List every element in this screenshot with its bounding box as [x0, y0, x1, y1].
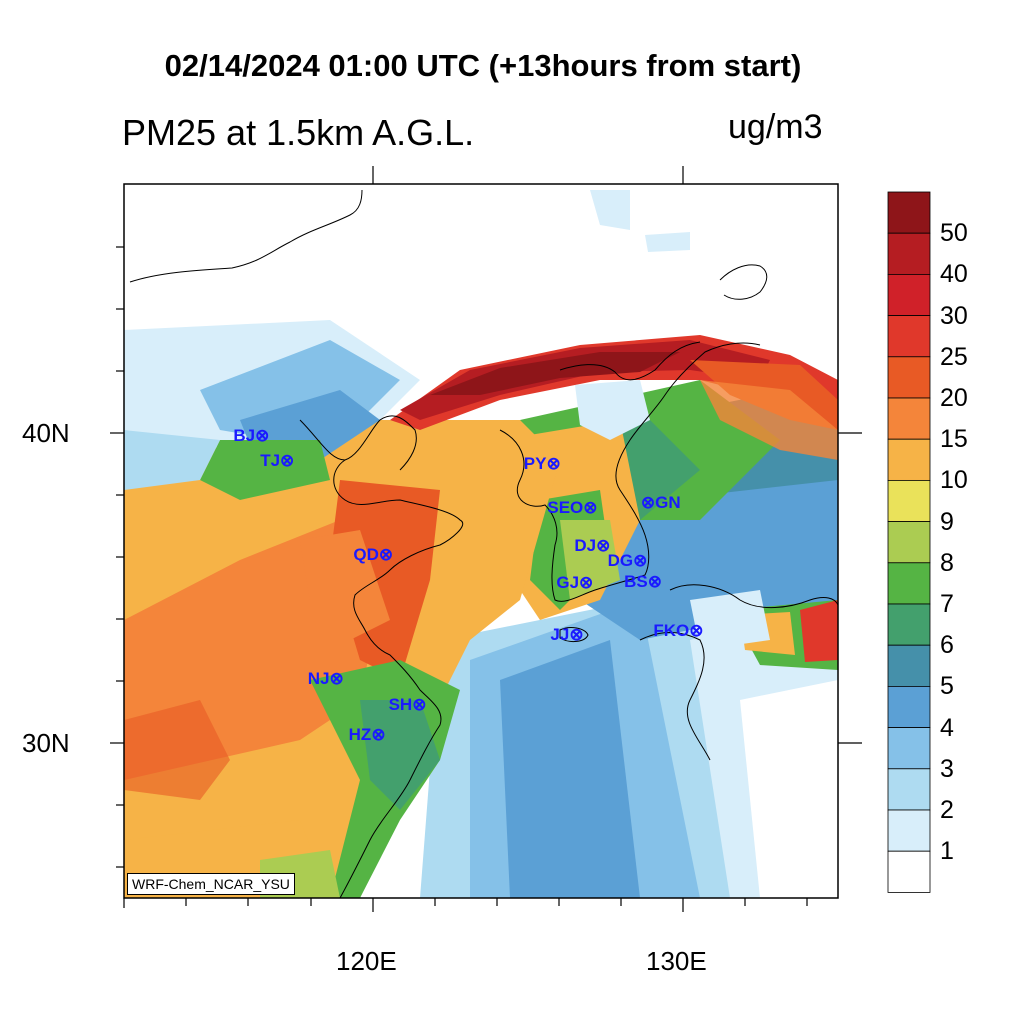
station-marker-icon: ⊗ — [546, 454, 561, 473]
colorbar-swatch — [887, 521, 931, 564]
colorbar-tick-label: 25 — [940, 342, 968, 371]
station-marker-icon: ⊗ — [378, 544, 394, 564]
station-tj: TJ⊗ — [260, 451, 294, 471]
station-sh: SH⊗ — [389, 695, 427, 715]
station-label: HZ — [348, 724, 372, 744]
station-nj: NJ⊗ — [308, 669, 344, 689]
station-label: SH — [388, 694, 413, 714]
lon-label-130e: 130E — [646, 946, 707, 976]
colorbar-tick-label: 7 — [940, 590, 954, 618]
colorbar-tick-label: 30 — [940, 301, 968, 330]
colorbar-tick-label: 5 — [940, 672, 954, 701]
lat-label-40n: 40N — [22, 418, 70, 448]
colorbar-tick-label: 6 — [940, 631, 954, 660]
colorbar-swatch — [887, 191, 931, 234]
colorbar-tick-label: 2 — [940, 796, 954, 824]
station-label: BJ — [233, 426, 256, 446]
colorbar-swatch — [887, 686, 931, 729]
map-frame — [123, 183, 839, 899]
station-gj: GJ⊗ — [556, 573, 593, 593]
station-bs: BS⊗ — [624, 572, 662, 592]
colorbar-swatch — [887, 768, 931, 811]
colorbar-tick-label: 40 — [940, 260, 968, 289]
station-marker-icon: ⊗ — [280, 450, 295, 470]
axis-ticks — [110, 166, 862, 912]
station-marker-icon: ⊗ — [371, 724, 386, 744]
variable-title: PM25 at 1.5km A.G.L. — [122, 112, 475, 153]
colorbar-swatch — [887, 479, 931, 522]
model-footer: WRF-Chem_NCAR_YSU — [127, 873, 295, 895]
station-label: TJ — [260, 450, 281, 470]
station-marker-icon: ⊗ — [579, 573, 594, 593]
colorbar-swatch — [887, 232, 931, 275]
station-marker-icon: ⊗ — [255, 426, 270, 446]
coastlines — [129, 189, 838, 898]
station-label: DJ — [574, 536, 597, 556]
lat-label-30n: 30N — [22, 728, 70, 758]
station-marker-icon: ⊗ — [569, 624, 584, 644]
station-jj: JJ⊗ — [550, 625, 583, 645]
station-marker-icon: ⊗ — [596, 536, 611, 556]
station-fko: FKO⊗ — [653, 621, 703, 641]
station-label: JJ — [550, 624, 570, 644]
colorbar-tick-label: 10 — [940, 466, 968, 495]
station-label: FKO — [653, 621, 690, 641]
pm25-field — [124, 184, 838, 898]
colorbar-tick-label: 8 — [940, 548, 954, 577]
station-label: BS — [624, 572, 648, 592]
colorbar-swatch — [887, 603, 931, 646]
colorbar-swatch — [887, 562, 931, 605]
station-label: NJ — [307, 669, 330, 689]
station-marker-icon: ⊗ — [647, 572, 663, 592]
station-label: GJ — [556, 573, 580, 593]
colorbar-tick-label: 9 — [940, 507, 954, 536]
station-label: SEO — [547, 498, 584, 518]
colorbar-swatch — [887, 850, 931, 893]
station-label: GN — [655, 492, 681, 512]
colorbar-tick-label: 3 — [940, 754, 954, 783]
station-marker-icon: ⊗ — [329, 669, 344, 689]
colorbar-swatch — [887, 644, 931, 687]
station-py: PY⊗ — [524, 454, 561, 474]
colorbar-tick-label: 4 — [940, 713, 954, 742]
lon-label-120e: 120E — [336, 946, 397, 976]
colorbar-swatch — [887, 273, 931, 316]
station-qd: QD⊗ — [353, 545, 393, 565]
station-marker-icon: ⊗ — [640, 492, 656, 512]
colorbar — [887, 191, 931, 893]
station-marker-icon: ⊗ — [412, 694, 427, 714]
colorbar-tick-label: 15 — [940, 425, 968, 454]
station-marker-icon: ⊗ — [633, 551, 648, 571]
station-gn: ⊗GN — [641, 493, 681, 513]
station-marker-icon: ⊗ — [583, 498, 598, 518]
station-dj: DJ⊗ — [574, 536, 610, 556]
colorbar-swatch — [887, 727, 931, 770]
station-label: PY — [523, 454, 547, 473]
station-label: QD — [353, 544, 379, 564]
colorbar-swatch — [887, 397, 931, 440]
colorbar-tick-label: 1 — [940, 837, 954, 866]
colorbar-swatch — [887, 438, 931, 481]
colorbar-swatch — [887, 809, 931, 852]
colorbar-tick-label: 50 — [940, 219, 968, 248]
units-label: ug/m3 — [728, 108, 823, 146]
colorbar-swatch — [887, 315, 931, 358]
colorbar-tick-label: 20 — [940, 384, 968, 412]
station-seo: SEO⊗ — [547, 498, 597, 518]
station-bj: BJ⊗ — [233, 426, 269, 446]
station-label: DG — [607, 551, 634, 571]
station-dg: DG⊗ — [608, 551, 648, 571]
station-marker-icon: ⊗ — [689, 621, 704, 641]
map-title: 02/14/2024 01:00 UTC (+13hours from star… — [164, 48, 802, 83]
colorbar-swatch — [887, 356, 931, 399]
station-hz: HZ⊗ — [349, 725, 386, 745]
